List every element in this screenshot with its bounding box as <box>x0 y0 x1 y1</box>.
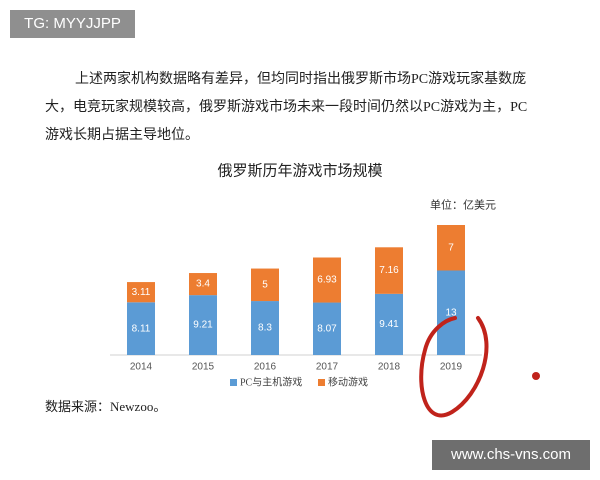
x-tick-label: 2017 <box>316 362 339 373</box>
x-tick-label: 2018 <box>378 362 401 373</box>
bar-segment <box>437 270 465 355</box>
bar-segment <box>189 273 217 296</box>
legend-label: 移动游戏 <box>328 375 368 388</box>
paragraph-line: 上述两家机构数据略有差异，但均同时指出俄罗斯市场PC游戏玩家基数庞 <box>75 70 526 87</box>
data-label: 7 <box>448 242 454 253</box>
x-tick-label: 2014 <box>130 362 153 373</box>
bar-segment <box>375 293 403 355</box>
paragraph-line: 大，电竞玩家规模较高，俄罗斯游戏市场未来一段时间仍然以PC游戏为主，PC <box>45 98 527 115</box>
bar-segment <box>251 301 279 355</box>
bar-segment <box>375 247 403 294</box>
data-label: 9.41 <box>379 319 399 330</box>
bar-segment <box>189 295 217 355</box>
bar-segment <box>313 302 341 355</box>
unit-label: 单位：亿美元 <box>430 198 496 212</box>
chart: 8.11 3.11 2014 9.21 3.4 2015 8.3 5 2016 8.07 6.93 2… <box>110 225 482 388</box>
data-label: 5 <box>262 279 268 290</box>
legend-swatch <box>318 379 325 386</box>
bar-segment <box>251 268 279 302</box>
legend-swatch <box>230 379 237 386</box>
paragraph: 上述两家机构数据略有差异，但均同时指出俄罗斯市场PC游戏玩家基数庞 大，电竞玩家… <box>45 70 527 143</box>
data-label: 7.16 <box>379 265 399 276</box>
bar-segment <box>127 282 155 303</box>
bar-segment <box>437 225 465 271</box>
footer-watermark: www.chs-vns.com <box>432 440 590 470</box>
paragraph-line: 游戏长期占据主导地位。 <box>45 127 199 143</box>
x-tick-label: 2015 <box>192 362 215 373</box>
annotation-dot <box>532 372 540 380</box>
data-label: 9.21 <box>193 320 213 331</box>
data-label: 8.07 <box>317 323 337 334</box>
bar-segment <box>127 302 155 355</box>
data-label: 3.4 <box>196 279 210 290</box>
chart-title: 俄罗斯历年游戏市场规模 <box>217 162 382 179</box>
data-label: 8.3 <box>258 323 272 334</box>
annotation-circle <box>419 316 489 418</box>
bar-segment <box>313 257 341 303</box>
data-label: 6.93 <box>317 275 337 286</box>
legend-label: PC与主机游戏 <box>240 375 302 388</box>
source: 数据来源：Newzoo。 <box>45 399 166 414</box>
data-label: 3.11 <box>132 287 151 298</box>
data-label: 8.11 <box>132 323 151 334</box>
watermark: TG: MYYJJPP <box>10 10 135 38</box>
data-label: 13 <box>445 307 457 318</box>
x-tick-label: 2019 <box>440 362 463 373</box>
x-tick-label: 2016 <box>254 362 277 373</box>
